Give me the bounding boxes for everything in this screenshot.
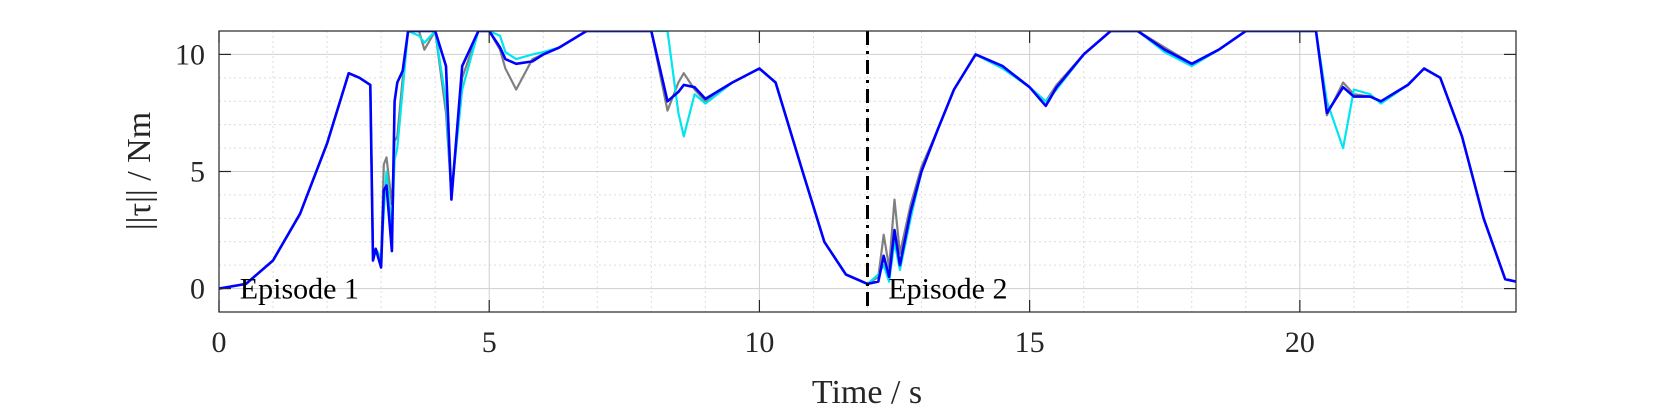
y-tick-label: 5 [190, 156, 205, 189]
x-tick-label: 15 [1015, 326, 1045, 359]
x-tick-label: 10 [744, 326, 774, 359]
series-layer [219, 31, 1516, 290]
x-axis-label: Time / s [812, 374, 922, 411]
y-axis-label: ||τ|| / Nm [121, 112, 158, 230]
tick-marks [218, 31, 1516, 312]
episode-annotation: Episode 1 [240, 273, 359, 306]
y-tick-label: 10 [175, 38, 205, 71]
x-tick-label: 20 [1285, 326, 1315, 359]
x-tick-label: 0 [212, 326, 227, 359]
series-line [219, 31, 1516, 290]
y-tick-label: 0 [190, 273, 205, 306]
x-tick-label: 5 [482, 326, 497, 359]
episode-annotation: Episode 2 [888, 273, 1007, 306]
major-grid [218, 31, 1516, 312]
annotations: Episode 1 Episode 2 [240, 273, 1008, 306]
tick-labels: 0 5 10 15 20 0 5 10 [175, 38, 1315, 359]
